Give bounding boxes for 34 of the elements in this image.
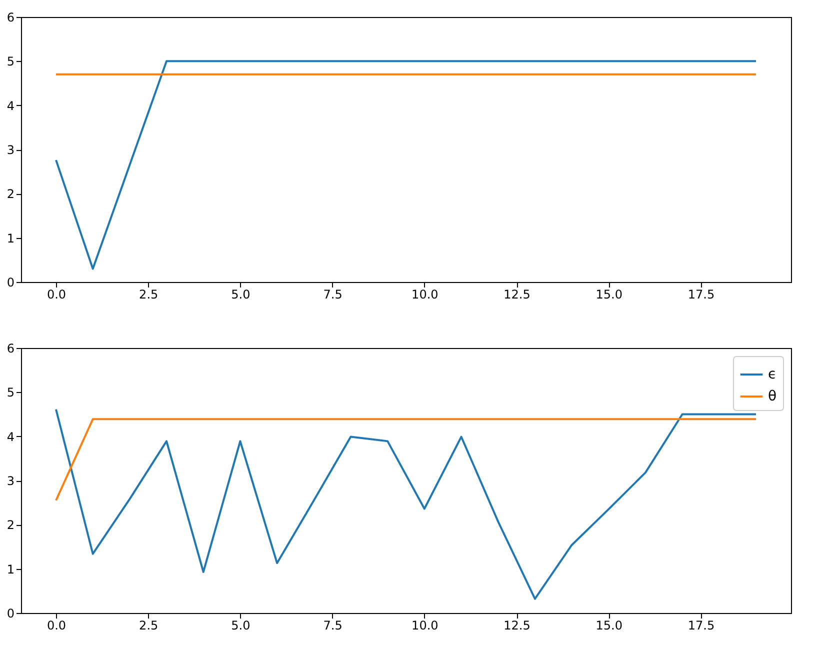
legend-label: ϵ [768, 366, 777, 382]
y-tick-label: 2 [6, 187, 14, 202]
x-tick-label: 0.0 [46, 288, 66, 302]
x-tick-label: 2.5 [139, 618, 158, 632]
y-tick-label: 4 [6, 98, 14, 113]
y-tick-label: 1 [6, 562, 14, 576]
x-tick-label: 15.0 [596, 618, 622, 632]
x-tick-label: 17.5 [688, 288, 715, 302]
y-tick-label: 6 [6, 10, 14, 24]
x-tick-label: 10.0 [412, 618, 438, 632]
x-tick-label: 5.0 [231, 288, 250, 302]
x-tick-label: 12.5 [504, 288, 530, 302]
y-tick-label: 0 [6, 606, 14, 620]
y-tick-label: 3 [6, 474, 14, 488]
y-tick-label: 1 [6, 231, 14, 246]
x-tick-label: 7.5 [323, 288, 342, 302]
y-tick-label: 0 [6, 276, 14, 290]
x-tick-label: 17.5 [688, 618, 715, 632]
line-series [55, 60, 757, 270]
x-tick-label: 12.5 [504, 618, 530, 632]
y-tick-label: 5 [6, 54, 14, 69]
x-tick-label: 5.0 [231, 618, 250, 632]
x-tick-label: 10.0 [412, 288, 438, 302]
y-tick-label: 2 [6, 518, 14, 532]
line-series [55, 408, 757, 600]
legend-label: θ [768, 388, 777, 404]
y-tick-label: 6 [6, 342, 14, 356]
x-tick-label: 15.0 [596, 288, 622, 302]
y-tick-label: 5 [6, 386, 14, 400]
x-tick-label: 7.5 [323, 618, 342, 632]
y-tick-label: 3 [6, 143, 14, 157]
y-tick-label: 4 [6, 430, 14, 444]
x-tick-label: 0.0 [46, 618, 66, 632]
x-tick-label: 2.5 [139, 288, 158, 302]
